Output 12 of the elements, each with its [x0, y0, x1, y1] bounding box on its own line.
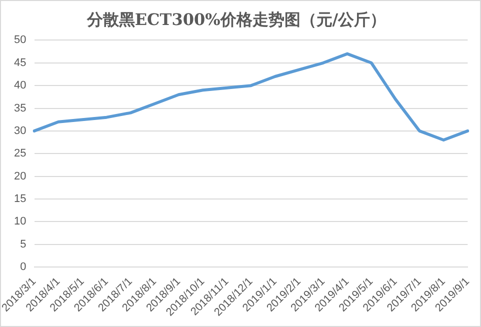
y-tick-label: 10 — [14, 216, 26, 228]
y-tick-label: 20 — [14, 170, 26, 182]
chart-title: 分散黑ECT300%价格走势图（元/公斤） — [86, 10, 386, 29]
y-tick-label: 35 — [14, 102, 26, 114]
y-tick-label: 40 — [14, 80, 26, 92]
y-tick-label: 25 — [14, 148, 26, 160]
y-tick-label: 30 — [14, 124, 26, 137]
y-tick-label: 5 — [20, 238, 26, 250]
y-tick-label: 45 — [14, 56, 26, 69]
y-tick-label: 15 — [14, 193, 26, 206]
y-tick-label: 50 — [14, 34, 26, 46]
y-tick-label: 0 — [20, 261, 26, 274]
